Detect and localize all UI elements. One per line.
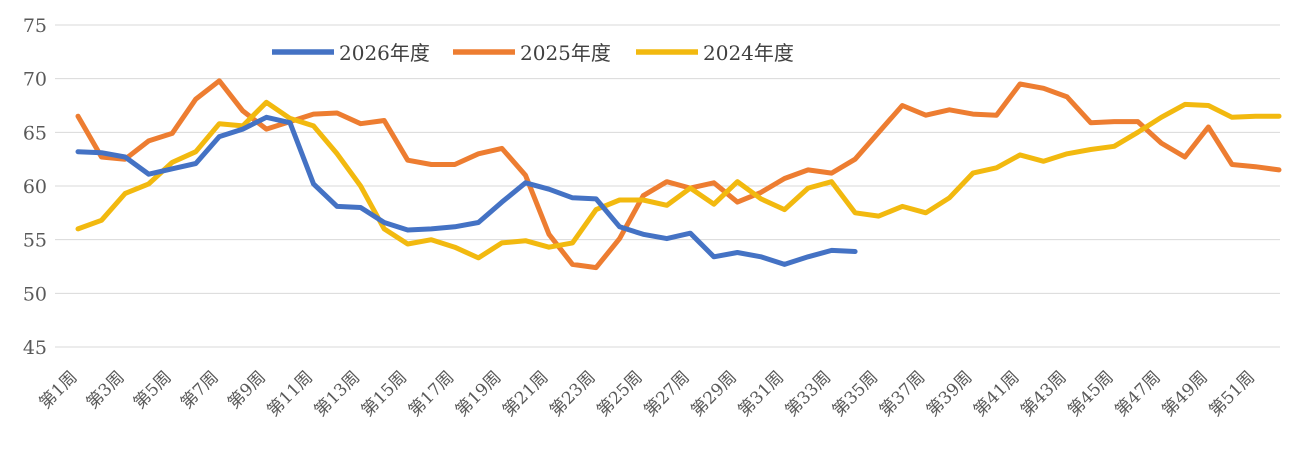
x-tick-label: 第25周 [593, 367, 646, 420]
legend-label-2025: 2025年度 [520, 41, 611, 65]
x-tick-label: 第51周 [1206, 367, 1259, 420]
legend-label-2024: 2024年度 [703, 41, 794, 65]
y-tick-label: 55 [23, 230, 47, 252]
x-tick-label: 第43周 [1017, 367, 1070, 420]
legend-item-2026: 2026年度 [272, 41, 430, 65]
x-tick-label: 第19周 [452, 367, 505, 420]
x-tick-label: 第35周 [829, 367, 882, 420]
x-tick-label: 第41周 [970, 367, 1023, 420]
x-tick-label: 第31周 [735, 367, 788, 420]
x-tick-label: 第13周 [311, 367, 364, 420]
x-tick-label: 第15周 [358, 367, 411, 420]
legend-label-2026: 2026年度 [339, 41, 430, 65]
x-tick-label: 第49周 [1158, 367, 1211, 420]
x-tick-label: 第11周 [264, 367, 317, 420]
y-axis-tick-labels: 45 50 55 60 65 70 75 [23, 15, 47, 359]
x-tick-label: 第1周 [36, 367, 82, 413]
x-tick-label: 第47周 [1111, 367, 1164, 420]
series-line-2025年度 [75, 78, 1282, 271]
x-tick-label: 第39周 [923, 367, 976, 420]
y-tick-label: 45 [23, 337, 47, 359]
x-tick-label: 第17周 [405, 367, 458, 420]
x-tick-label: 第33周 [782, 367, 835, 420]
gridlines [55, 24, 1280, 348]
x-tick-label: 第23周 [546, 367, 599, 420]
x-tick-label: 第45周 [1064, 367, 1117, 420]
legend-item-2024: 2024年度 [636, 41, 794, 65]
y-tick-label: 65 [23, 122, 47, 144]
x-tick-label: 第37周 [876, 367, 929, 420]
y-tick-label: 75 [23, 15, 47, 37]
y-tick-label: 50 [23, 283, 47, 305]
legend: 2026年度 2025年度 2024年度 [272, 41, 794, 65]
legend-item-2025: 2025年度 [453, 41, 611, 65]
x-tick-label: 第5周 [130, 367, 176, 413]
x-tick-label: 第21周 [499, 367, 552, 420]
series-line-2026年度 [75, 114, 858, 267]
series-line-2024年度 [75, 99, 1282, 261]
y-tick-label: 70 [23, 69, 47, 91]
x-tick-label: 第27周 [640, 367, 693, 420]
x-tick-label: 第3周 [83, 367, 129, 413]
x-tick-label: 第29周 [687, 367, 740, 420]
series-lines [75, 78, 1282, 271]
x-axis-tick-labels: 第1周 第3周 第5周 第7周 第9周第11周第13周第15周第17周第19周第21周第… [36, 367, 1259, 420]
y-tick-label: 60 [23, 176, 47, 198]
x-tick-label: 第7周 [177, 367, 223, 413]
